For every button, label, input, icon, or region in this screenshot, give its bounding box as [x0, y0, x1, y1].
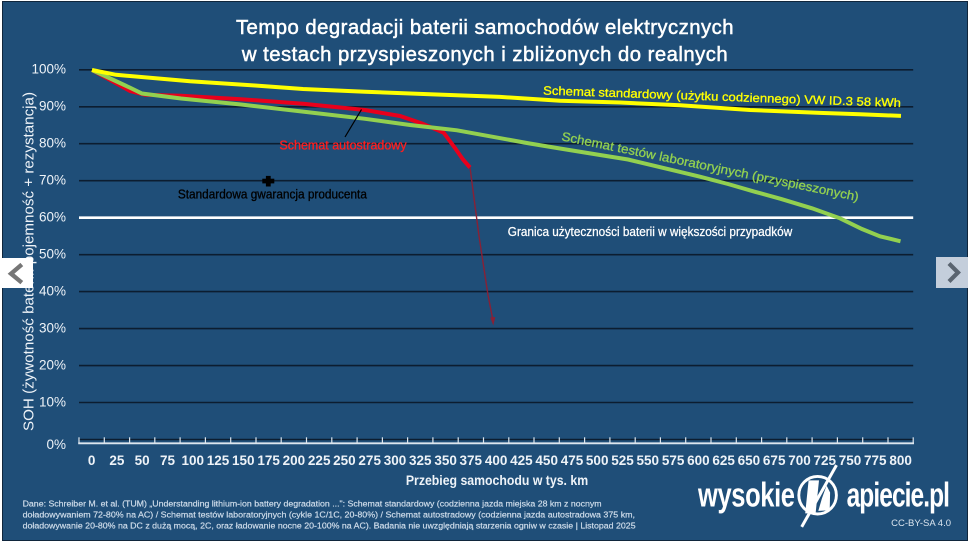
svg-text:525: 525 [611, 453, 634, 468]
svg-text:550: 550 [637, 453, 660, 468]
svg-text:Granica użyteczności baterii w: Granica użyteczności baterii w większośc… [508, 225, 793, 239]
svg-text:225: 225 [308, 453, 331, 468]
svg-text:675: 675 [763, 453, 786, 468]
svg-text:275: 275 [358, 453, 381, 468]
svg-text:625: 625 [712, 453, 735, 468]
svg-text:200: 200 [283, 453, 306, 468]
svg-text:CC-BY-SA 4.0: CC-BY-SA 4.0 [891, 518, 951, 529]
svg-text:100: 100 [182, 453, 205, 468]
svg-text:30%: 30% [39, 320, 66, 335]
svg-text:800: 800 [889, 453, 912, 468]
svg-text:600: 600 [687, 453, 710, 468]
svg-text:650: 650 [738, 453, 761, 468]
svg-text:20%: 20% [39, 357, 66, 372]
svg-text:575: 575 [662, 453, 685, 468]
svg-text:Przebieg samochodu w tys. km: Przebieg samochodu w tys. km [406, 473, 588, 488]
svg-text:25: 25 [109, 453, 125, 468]
svg-text:375: 375 [460, 453, 483, 468]
svg-text:90%: 90% [39, 99, 66, 114]
svg-text:400: 400 [485, 453, 508, 468]
svg-text:350: 350 [434, 453, 457, 468]
svg-text:Standardowa gwarancja producen: Standardowa gwarancja producenta [178, 187, 367, 201]
svg-text:150: 150 [232, 453, 255, 468]
svg-text:125: 125 [207, 453, 230, 468]
svg-text:Schemat testów laboratoryjnych: Schemat testów laboratoryjnych (przyspie… [560, 129, 860, 204]
svg-text:70%: 70% [39, 173, 66, 188]
svg-text:775: 775 [864, 453, 887, 468]
svg-text:700: 700 [788, 453, 811, 468]
svg-text:75: 75 [160, 453, 176, 468]
svg-text:475: 475 [561, 453, 584, 468]
svg-text:250: 250 [333, 453, 356, 468]
svg-text:wysokie: wysokie [697, 477, 795, 514]
svg-text:500: 500 [586, 453, 609, 468]
svg-text:Schemat autostradowy: Schemat autostradowy [279, 139, 407, 153]
svg-text:50: 50 [135, 453, 150, 468]
svg-text:apiecie.pl: apiecie.pl [847, 477, 950, 515]
svg-text:750: 750 [839, 453, 862, 468]
svg-text:50%: 50% [39, 246, 66, 261]
svg-text:60%: 60% [39, 210, 66, 225]
svg-text:10%: 10% [39, 394, 66, 409]
svg-text:doładowywaniem 72-80% na AC) /: doładowywaniem 72-80% na AC) / Schemat t… [23, 510, 635, 520]
svg-text:300: 300 [384, 453, 407, 468]
svg-text:0%: 0% [46, 437, 66, 452]
svg-text:80%: 80% [39, 136, 66, 151]
svg-text:Dane: Schreiber M. et al. (TUM: Dane: Schreiber M. et al. (TUM) „Underst… [23, 499, 602, 509]
svg-text:doładowywanie 20-80% na DC z d: doładowywanie 20-80% na DC z dużą mocą, … [23, 521, 636, 531]
svg-text:0: 0 [88, 453, 96, 468]
svg-text:450: 450 [535, 453, 558, 468]
svg-text:325: 325 [409, 453, 432, 468]
svg-text:175: 175 [257, 453, 280, 468]
svg-text:725: 725 [814, 453, 837, 468]
svg-text:100%: 100% [31, 62, 66, 77]
svg-text:40%: 40% [39, 283, 66, 298]
svg-text:425: 425 [510, 453, 533, 468]
